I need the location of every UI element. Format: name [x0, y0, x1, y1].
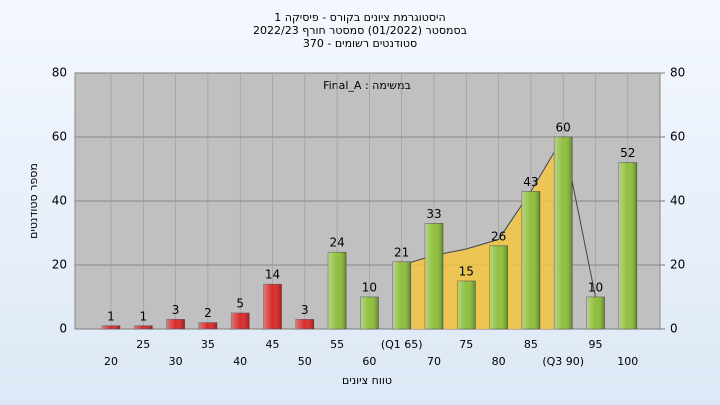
bar-shade [586, 297, 605, 329]
value-label: 2 [204, 306, 212, 320]
value-label: 43 [523, 175, 538, 189]
x-tick-label: 100 [617, 355, 638, 368]
bar-shade [231, 313, 250, 329]
x-tick-label: 95 [589, 338, 603, 351]
y-tick-label: 60 [52, 130, 67, 144]
x-tick-label: 30 [169, 355, 183, 368]
value-label: 21 [394, 245, 409, 259]
bar-shade [360, 297, 379, 329]
bar-shade [328, 252, 347, 329]
bar-shade [166, 319, 185, 329]
x-tick-label: 45 [266, 338, 280, 351]
title-line: היסטוגרמת ציונים בקורס - פיסיקה 1 [274, 11, 445, 24]
bar-shade [263, 284, 282, 329]
y2-tick-label: 60 [670, 130, 685, 144]
value-label: 10 [362, 281, 377, 295]
value-label: 5 [236, 297, 244, 311]
value-label: 1 [107, 309, 115, 323]
bar-shade [618, 162, 637, 329]
value-label: 10 [588, 281, 603, 295]
value-label: 15 [459, 265, 474, 279]
bar-shade [198, 322, 217, 329]
bar-shade [134, 325, 153, 329]
x-tick-label: 70 [427, 355, 441, 368]
value-label: 33 [426, 207, 441, 221]
y2-tick-label: 40 [670, 194, 685, 208]
annotation: Final_A : במשימה [323, 79, 411, 92]
title-line: בסמסטר (01/2022) סמסטר חורף 2022/23 [253, 24, 467, 37]
bar-shade [521, 191, 540, 329]
x-axis-label: טווח ציונים [342, 374, 392, 387]
x-tick-label: 85 [524, 338, 538, 351]
y-tick-label: 80 [52, 66, 67, 80]
bar-shade [489, 245, 508, 329]
x-tick-label: (Q3 90) [542, 355, 584, 368]
x-tick-label: 55 [330, 338, 344, 351]
x-tick-label: 20 [104, 355, 118, 368]
x-tick-label: 40 [233, 355, 247, 368]
y-tick-label: 40 [52, 194, 67, 208]
bar-shade [295, 319, 314, 329]
x-tick-label: 80 [492, 355, 506, 368]
x-tick-label: 35 [201, 338, 215, 351]
value-label: 24 [329, 236, 344, 250]
value-label: 60 [556, 121, 571, 135]
x-tick-label: 60 [362, 355, 376, 368]
value-label: 14 [265, 268, 280, 282]
bar-shade [457, 281, 476, 329]
x-tick-label: 25 [136, 338, 150, 351]
bar-shade [392, 261, 411, 329]
y2-tick-label: 20 [670, 258, 685, 272]
bar-shade [102, 325, 120, 329]
title-line: סטודנטים רשומים - 370 [303, 37, 417, 50]
y2-tick-label: 80 [670, 66, 685, 80]
x-tick-label: 50 [298, 355, 312, 368]
value-label: 52 [620, 146, 635, 160]
y-tick-label: 20 [52, 258, 67, 272]
x-tick-label: 75 [459, 338, 473, 351]
value-label: 3 [172, 303, 180, 317]
value-label: 3 [301, 303, 309, 317]
y-tick-label: 0 [59, 322, 67, 336]
x-tick-label: (Q1 65) [381, 338, 423, 351]
value-label: 1 [139, 309, 147, 323]
bar-shade [425, 223, 443, 329]
bar-shade [554, 137, 573, 329]
y2-tick-label: 0 [670, 322, 678, 336]
y-axis-label: מספר סטודנטים [27, 163, 40, 239]
value-label: 26 [491, 229, 506, 243]
